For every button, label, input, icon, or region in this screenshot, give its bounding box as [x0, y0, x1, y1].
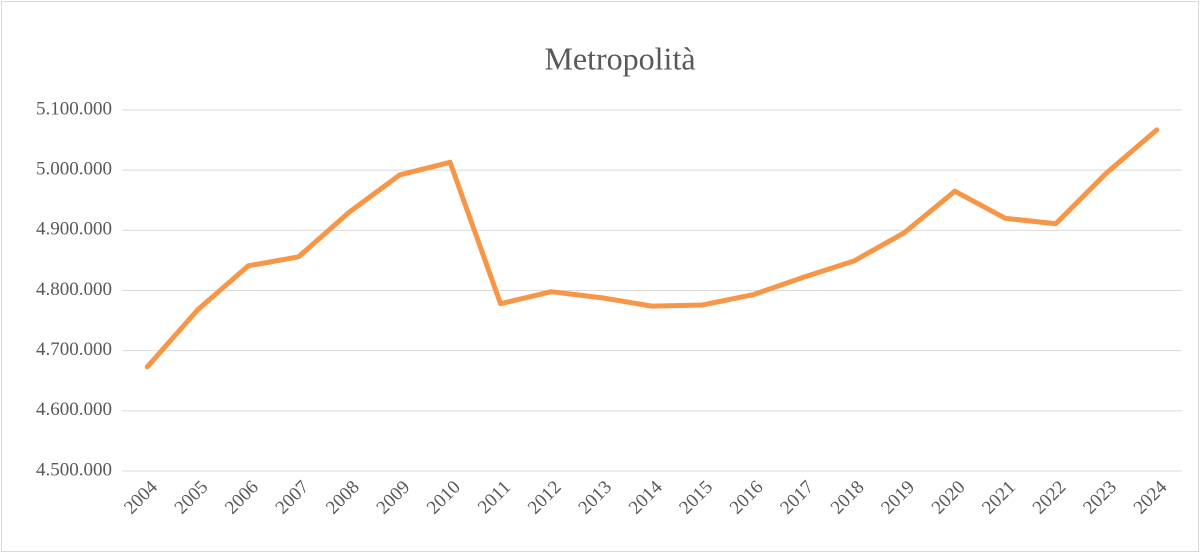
y-tick-label: 4.900.000 [36, 219, 112, 240]
y-tick-label: 5.000.000 [36, 159, 112, 180]
y-tick-label: 5.100.000 [36, 98, 112, 119]
chart-title: Metropolità [544, 40, 695, 76]
y-tick-label: 4.500.000 [36, 459, 112, 480]
line-series [144, 127, 1160, 370]
y-tick-label: 4.600.000 [36, 399, 112, 420]
y-tick-label: 4.800.000 [36, 279, 112, 300]
y-tick-label: 4.700.000 [36, 339, 112, 360]
